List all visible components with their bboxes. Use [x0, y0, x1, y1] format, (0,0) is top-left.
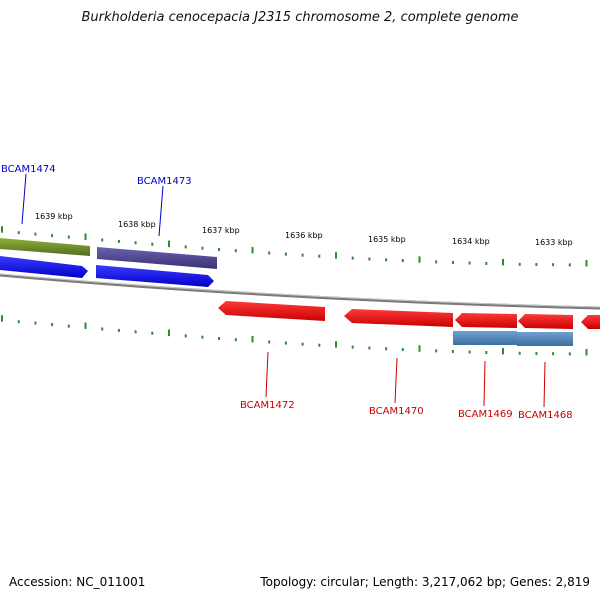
gene-feature-bcam1474-cds[interactable]	[0, 238, 90, 256]
label-leader-bcam1472	[265, 351, 269, 398]
gene-feature-bcam1468-cds[interactable]	[517, 332, 573, 346]
label-leader-bcam1470	[394, 357, 398, 404]
label-leader-bcam1469	[483, 360, 486, 407]
gene-label-bcam1472[interactable]: BCAM1472	[240, 400, 295, 411]
tick-label: 1633 kbp	[535, 238, 573, 247]
gene-label-bcam1473[interactable]: BCAM1473	[137, 176, 192, 187]
gene-label-bcam1470[interactable]: BCAM1470	[369, 406, 424, 417]
tick-label: 1639 kbp	[35, 212, 73, 221]
genome-summary-text: Topology: circular; Length: 3,217,062 bp…	[260, 575, 590, 589]
gene-feature-bcam1474-gene[interactable]	[0, 256, 88, 278]
gene-feature-bcam1472[interactable]	[218, 301, 325, 321]
map-title: Burkholderia cenocepacia J2315 chromosom…	[81, 10, 519, 25]
gene-label-bcam1469[interactable]: BCAM1469	[458, 409, 513, 420]
gene-feature-bcam1473-gene[interactable]	[96, 265, 214, 287]
accession-text: Accession: NC_011001	[9, 575, 146, 589]
gene-feature-bcam1470[interactable]	[344, 309, 453, 327]
gene-feature-bcam1473-cds[interactable]	[97, 247, 217, 269]
tick-marks-top	[1, 226, 588, 267]
tick-label: 1636 kbp	[285, 231, 323, 240]
gene-feature-bcam1469[interactable]	[455, 313, 517, 328]
gene-feature-bcam1469-cds[interactable]	[453, 331, 517, 345]
label-leader-bcam1473	[158, 185, 164, 237]
tick-label: 1638 kbp	[118, 220, 156, 229]
gene-feature-bcam1468[interactable]	[518, 314, 573, 329]
tick-label: 1634 kbp	[452, 237, 490, 246]
gene-label-bcam1468[interactable]: BCAM1468	[518, 410, 573, 421]
tick-marks-bottom	[1, 315, 588, 356]
gene-feature-partial-red[interactable]	[581, 315, 600, 329]
backbone-curve	[0, 273, 600, 310]
backbone-highlight	[0, 273, 600, 308]
label-leader-bcam1468	[543, 361, 546, 408]
tick-label: 1637 kbp	[202, 226, 240, 235]
tick-label: 1635 kbp	[368, 235, 406, 244]
label-leader-bcam1474	[21, 173, 27, 225]
gene-label-bcam1474[interactable]: BCAM1474	[1, 164, 56, 175]
